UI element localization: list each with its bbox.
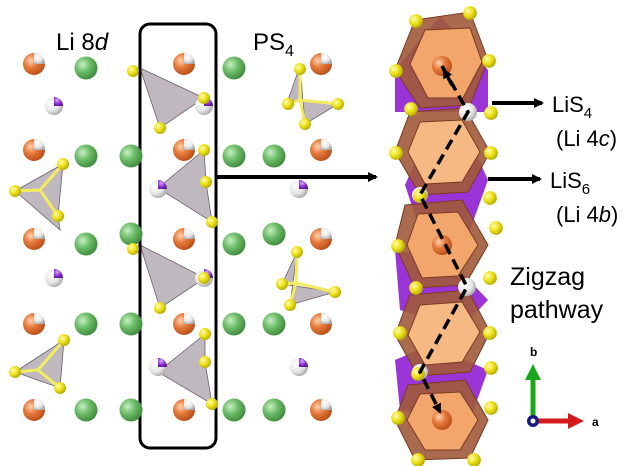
ps4-label: PS4 — [253, 29, 294, 60]
lis6-site-label: (Li 4b) — [556, 202, 618, 227]
lis4-site-label: (Li 4c) — [556, 126, 617, 151]
polyhedral-chain — [389, 6, 503, 466]
axis-a-label: a — [592, 415, 599, 429]
axis-b-head — [525, 364, 541, 380]
li-8d-label: Li 8d — [56, 29, 109, 56]
zigzag-start-arrow — [442, 68, 454, 86]
left-structure-panel: Li 8d PS4 — [9, 22, 344, 450]
axis-b-label: b — [530, 345, 537, 359]
axis-a-head — [568, 413, 584, 429]
zigzag-label-line1: Zigzag — [510, 263, 585, 291]
lis4-label: LiS4 — [552, 92, 592, 122]
zigzag-pathway-arrow — [418, 65, 471, 414]
lis6-octahedra — [394, 11, 491, 461]
zigzag-label-line2: pathway — [510, 296, 604, 324]
axis-triad: b a — [525, 345, 599, 429]
lis6-label: LiS6 — [550, 168, 590, 198]
